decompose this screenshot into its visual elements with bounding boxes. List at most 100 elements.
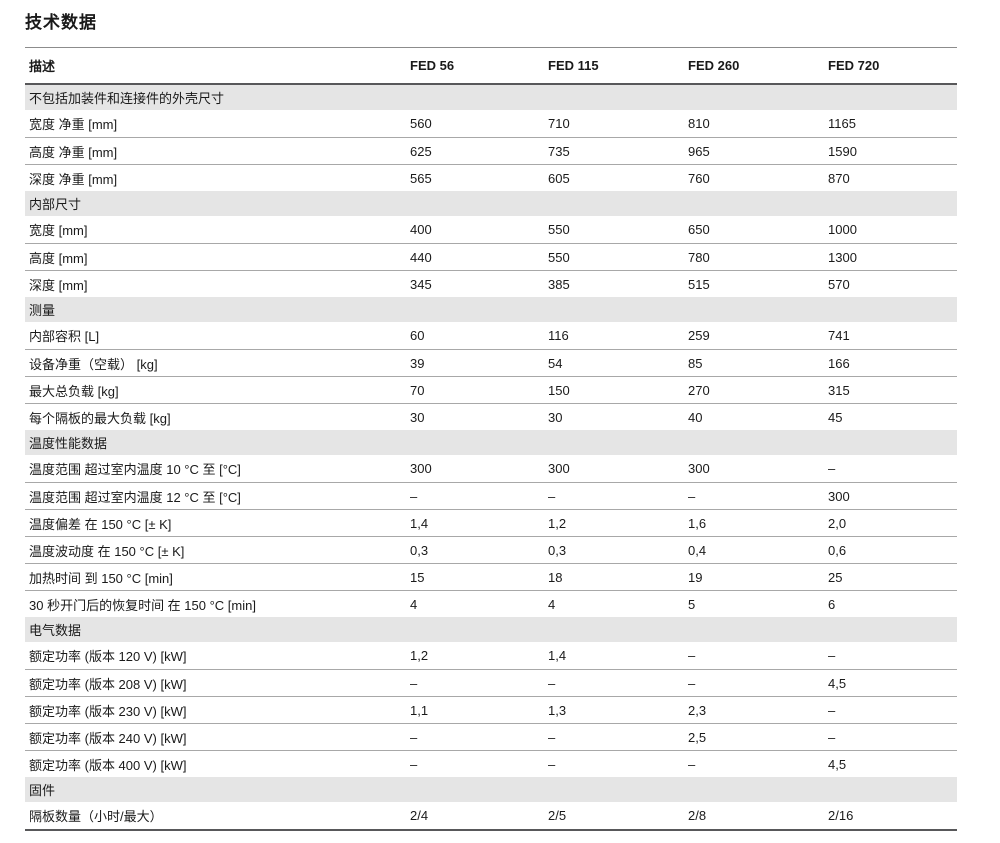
table-row: 额定功率 (版本 208 V) [kW] – – – 4,5	[25, 669, 957, 696]
cell-value: 1,2	[548, 515, 567, 531]
cell-value: 1165	[828, 116, 856, 131]
section-header-row: 测量	[25, 297, 957, 322]
cell-value: 515	[688, 276, 710, 292]
row-label: 额定功率 (版本 120 V) [kW]	[29, 649, 187, 664]
cell-value: 270	[688, 382, 710, 398]
cell-value: 166	[828, 355, 850, 371]
cell-value: 2/4	[410, 808, 429, 823]
cell-value: 0,6	[828, 542, 847, 558]
cell-value: 810	[688, 116, 710, 131]
cell-value: 780	[688, 249, 710, 265]
cell-value: –	[410, 675, 418, 691]
row-label: 加热时间 到 150 °C [min]	[29, 570, 173, 586]
cell-value: 550	[548, 249, 570, 265]
cell-value: 4,5	[828, 756, 847, 772]
row-label: 最大总负载 [kg]	[29, 383, 119, 399]
cell-value: 4,5	[828, 675, 847, 691]
row-label: 高度 净重 [mm]	[29, 144, 118, 160]
table-row: 额定功率 (版本 400 V) [kW] – – – 4,5	[25, 750, 957, 777]
cell-value: 1000	[828, 222, 857, 237]
cell-value: 18	[548, 569, 563, 585]
table-row: 温度偏差 在 150 °C [± K] 1,4 1,2 1,6 2,0	[25, 509, 957, 536]
row-label: 温度范围 超过室内温度 12 °C 至 [°C]	[29, 489, 241, 505]
cell-value: 0,3	[410, 542, 429, 558]
table-body: 不包括加装件和连接件的外壳尺寸 宽度 净重 [mm] 560 710 810 1165 高度…	[25, 85, 957, 829]
cell-value: 400	[410, 222, 432, 237]
row-label: 内部容积 [L]	[29, 329, 100, 344]
table-row: 宽度 [mm] 400 550 650 1000	[25, 216, 957, 243]
cell-value: 6	[828, 596, 836, 612]
row-label: 设备净重（空载） [kg]	[29, 356, 158, 372]
section-header-row: 电气数据	[25, 617, 957, 642]
cell-value: 40	[688, 409, 703, 425]
cell-value: 19	[688, 569, 703, 585]
cell-value: 60	[410, 328, 425, 343]
cell-value: 385	[548, 276, 570, 292]
cell-value: –	[688, 756, 696, 772]
row-label: 额定功率 (版本 240 V) [kW]	[29, 730, 187, 746]
table-row: 内部容积 [L] 60 116 259 741	[25, 322, 957, 349]
table-row: 额定功率 (版本 120 V) [kW] 1,2 1,4 – –	[25, 642, 957, 669]
table-row: 温度范围 超过室内温度 12 °C 至 [°C] – – – 300	[25, 482, 957, 509]
cell-value: 315	[828, 382, 850, 398]
row-label: 额定功率 (版本 230 V) [kW]	[29, 703, 187, 719]
cell-value: 1,6	[688, 515, 707, 531]
cell-value: 345	[410, 276, 432, 292]
row-label: 深度 [mm]	[29, 277, 88, 293]
cell-value: 2/8	[688, 808, 707, 823]
cell-value: –	[688, 488, 696, 504]
cell-value: 965	[688, 143, 710, 159]
table-row: 额定功率 (版本 240 V) [kW] – – 2,5 –	[25, 723, 957, 750]
section-title: 不包括加装件和连接件的外壳尺寸	[29, 91, 225, 106]
section-header-row: 温度性能数据	[25, 430, 957, 455]
cell-value: 300	[548, 461, 570, 476]
cell-value: 30	[548, 409, 563, 425]
cell-value: 2/16	[828, 808, 854, 823]
row-label: 温度波动度 在 150 °C [± K]	[29, 543, 185, 559]
cell-value: 25	[828, 569, 843, 585]
cell-value: 565	[410, 170, 432, 186]
cell-value: 2,5	[688, 729, 707, 745]
table-row: 深度 净重 [mm] 565 605 760 870	[25, 164, 957, 191]
cell-value: 760	[688, 170, 710, 186]
cell-value: 0,4	[688, 542, 707, 558]
table-row: 宽度 净重 [mm] 560 710 810 1165	[25, 110, 957, 137]
row-label: 额定功率 (版本 400 V) [kW]	[29, 757, 187, 773]
table-row: 深度 [mm] 345 385 515 570	[25, 270, 957, 297]
row-label: 宽度 净重 [mm]	[29, 117, 118, 132]
row-label: 额定功率 (版本 208 V) [kW]	[29, 676, 187, 692]
cell-value: –	[410, 756, 418, 772]
cell-value: 1,2	[410, 648, 429, 663]
cell-value: 741	[828, 328, 850, 343]
cell-value: 870	[828, 170, 850, 186]
cell-value: 1,4	[548, 648, 567, 663]
row-label: 每个隔板的最大负载 [kg]	[29, 410, 171, 426]
column-header-fed56: FED 56	[410, 58, 455, 73]
table-row: 每个隔板的最大负载 [kg] 30 30 40 45	[25, 403, 957, 430]
section-header-row: 固件	[25, 777, 957, 802]
cell-value: 2/5	[548, 808, 567, 823]
cell-value: 300	[410, 461, 432, 476]
row-label: 高度 [mm]	[29, 250, 88, 266]
cell-value: 5	[688, 596, 696, 612]
cell-value: 116	[548, 328, 569, 343]
cell-value: 440	[410, 249, 432, 265]
cell-value: –	[548, 756, 556, 772]
cell-value: 300	[688, 461, 710, 476]
row-label: 温度范围 超过室内温度 10 °C 至 [°C]	[29, 462, 241, 477]
cell-value: 85	[688, 355, 703, 371]
cell-value: 1,3	[548, 702, 567, 718]
cell-value: –	[548, 675, 556, 691]
cell-value: 45	[828, 409, 843, 425]
section-title: 固件	[29, 783, 56, 798]
row-label: 30 秒开门后的恢复时间 在 150 °C [min]	[29, 597, 256, 613]
cell-value: 259	[688, 328, 710, 343]
table-row: 最大总负载 [kg] 70 150 270 315	[25, 376, 957, 403]
cell-value: 150	[548, 382, 570, 398]
cell-value: 300	[828, 488, 850, 504]
cell-value: 0,3	[548, 542, 567, 558]
row-label: 温度偏差 在 150 °C [± K]	[29, 516, 172, 532]
table-header-row: 描述 FED 56 FED 115 FED 260 FED 720	[25, 48, 957, 85]
cell-value: –	[828, 461, 836, 476]
